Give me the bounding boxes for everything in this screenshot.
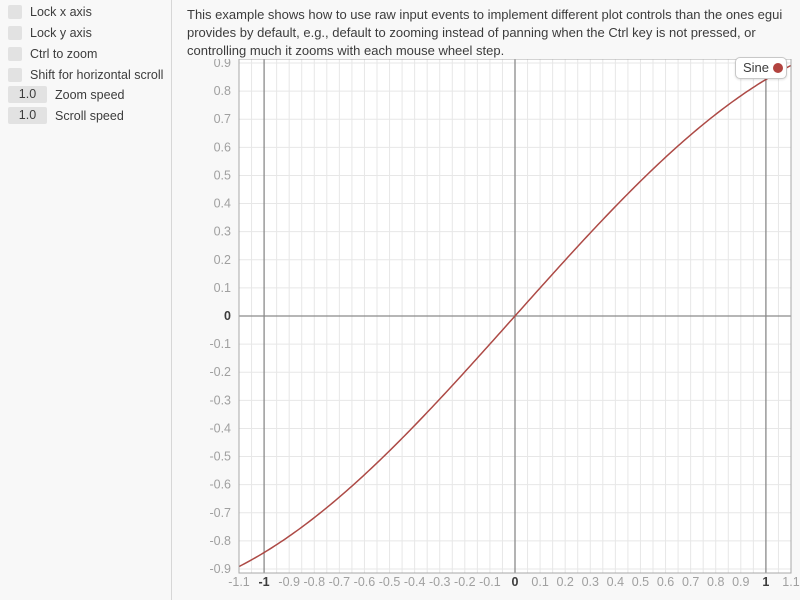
svg-text:0.7: 0.7 <box>682 575 699 589</box>
svg-text:-0.5: -0.5 <box>209 450 231 464</box>
svg-text:1.1: 1.1 <box>782 575 799 589</box>
svg-text:-1.1: -1.1 <box>228 575 250 589</box>
svg-text:-0.9: -0.9 <box>209 562 231 576</box>
svg-text:0.6: 0.6 <box>657 575 674 589</box>
svg-text:0.5: 0.5 <box>632 575 649 589</box>
svg-text:-0.2: -0.2 <box>454 575 476 589</box>
svg-text:-0.6: -0.6 <box>209 478 231 492</box>
svg-text:-0.1: -0.1 <box>209 337 231 351</box>
svg-text:0.4: 0.4 <box>214 197 231 211</box>
svg-text:-0.4: -0.4 <box>209 421 231 435</box>
svg-text:-0.8: -0.8 <box>209 534 231 548</box>
svg-text:0.4: 0.4 <box>607 575 624 589</box>
svg-text:-0.1: -0.1 <box>479 575 501 589</box>
svg-text:-0.9: -0.9 <box>278 575 300 589</box>
svg-text:0.2: 0.2 <box>214 253 231 267</box>
svg-text:0.8: 0.8 <box>707 575 724 589</box>
svg-text:0.3: 0.3 <box>214 225 231 239</box>
svg-text:-0.6: -0.6 <box>354 575 376 589</box>
svg-text:0.8: 0.8 <box>214 84 231 98</box>
svg-text:0.3: 0.3 <box>582 575 599 589</box>
svg-text:0: 0 <box>512 575 519 589</box>
svg-text:-1: -1 <box>259 575 270 589</box>
svg-text:-0.5: -0.5 <box>379 575 401 589</box>
svg-text:-0.8: -0.8 <box>303 575 325 589</box>
svg-text:0.1: 0.1 <box>531 575 548 589</box>
svg-text:0.2: 0.2 <box>556 575 573 589</box>
svg-text:-0.7: -0.7 <box>329 575 351 589</box>
svg-text:-0.3: -0.3 <box>429 575 451 589</box>
svg-text:0.6: 0.6 <box>214 140 231 154</box>
svg-text:-0.7: -0.7 <box>209 506 231 520</box>
svg-text:0.9: 0.9 <box>214 59 231 70</box>
svg-text:-0.2: -0.2 <box>209 365 231 379</box>
svg-text:0.7: 0.7 <box>214 112 231 126</box>
svg-text:0.1: 0.1 <box>214 281 231 295</box>
svg-text:-0.3: -0.3 <box>209 393 231 407</box>
svg-text:0: 0 <box>224 309 231 323</box>
svg-text:0.9: 0.9 <box>732 575 749 589</box>
svg-text:0.5: 0.5 <box>214 168 231 182</box>
svg-text:1: 1 <box>762 575 769 589</box>
svg-text:-0.4: -0.4 <box>404 575 426 589</box>
